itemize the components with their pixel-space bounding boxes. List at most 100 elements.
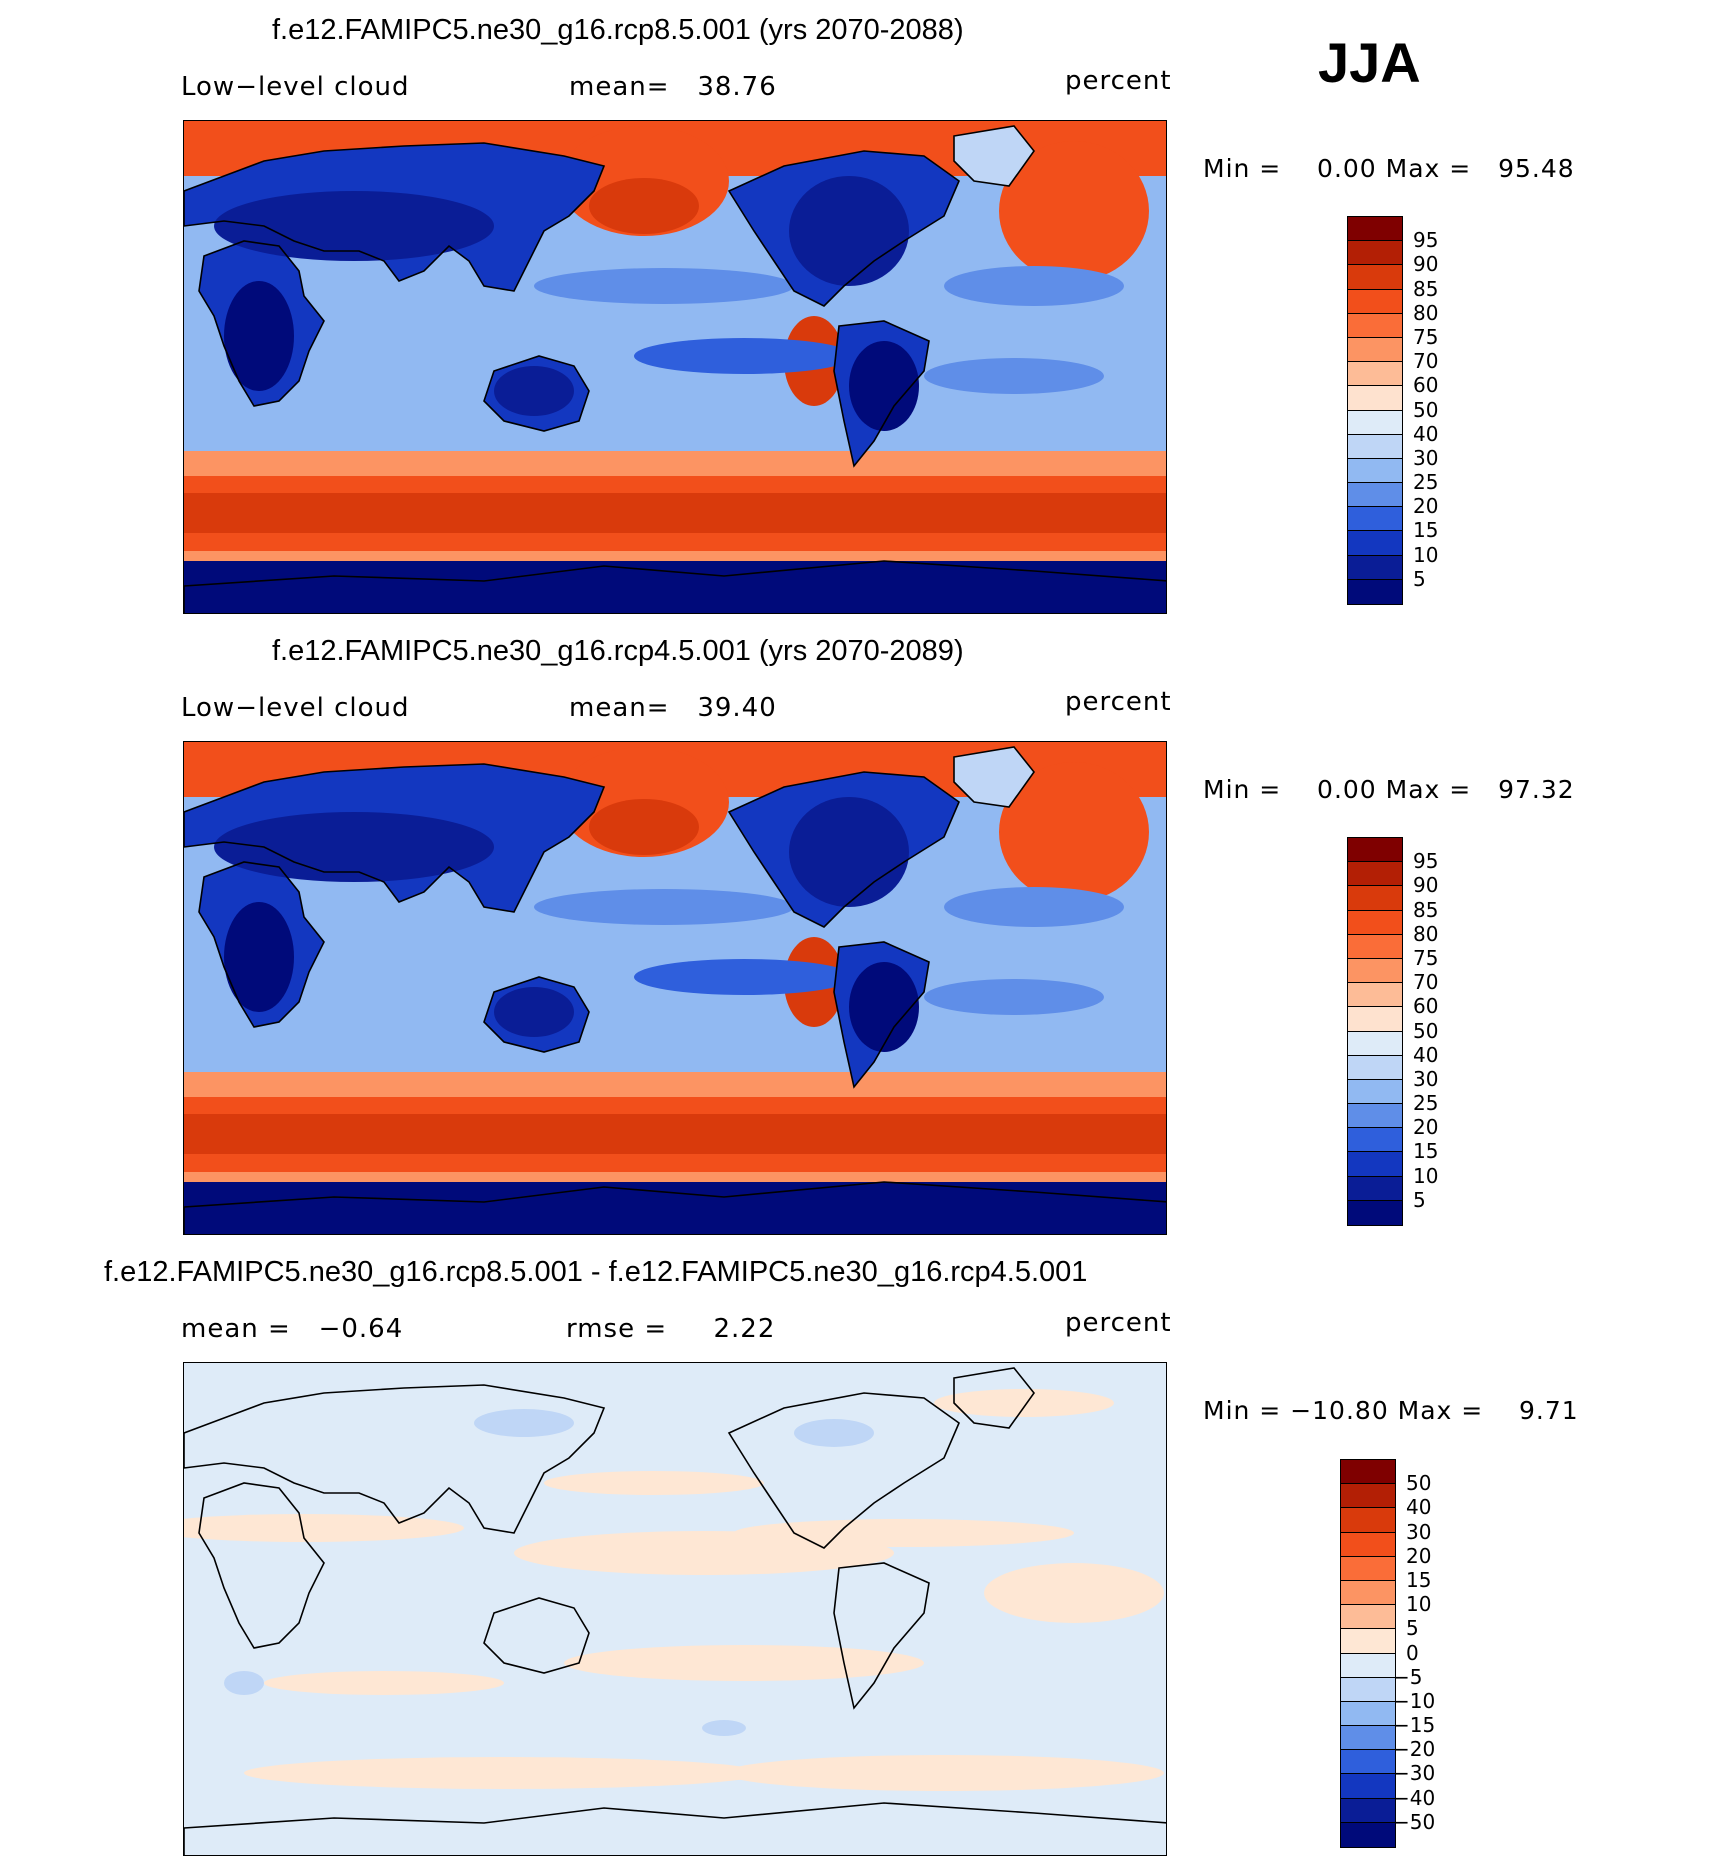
colorbar-cell [1348,862,1402,887]
mean-label: mean= 38.76 [569,72,777,102]
map-plot [183,741,1167,1235]
colorbar-tick-label: 60 [1413,994,1439,1019]
mean-label: mean= 39.40 [569,693,777,723]
colorbar-cell [1348,507,1402,532]
colorbar-tick-label: 30 [1413,1066,1439,1091]
colorbar-cell [1341,1629,1395,1654]
colorbar-cell [1348,386,1402,411]
min-max-label: Min = 0.00 Max = 97.32 [1203,775,1575,804]
colorbar-cell [1341,1750,1395,1775]
variable-label: Low−level cloud [181,693,410,723]
colorbar-cell [1341,1653,1395,1678]
colorbar-tick-label: 5 [1413,1187,1426,1212]
colorbar-tick-label: 10 [1413,1163,1439,1188]
colorbar-cell [1341,1798,1395,1823]
colorbar-cell [1341,1580,1395,1606]
mean-label: mean = −0.64 [181,1314,404,1344]
colorbar-cell [1348,1152,1402,1177]
colorbar-tick-label: 60 [1413,373,1439,398]
units-label: percent [1065,687,1172,717]
colorbar-cell [1348,555,1402,580]
colorbar-cell [1348,579,1402,604]
colorbar-tick-label: 50 [1413,397,1439,422]
colorbar-tick-label: 30 [1406,1519,1432,1544]
colorbar-tick-label: 15 [1406,1567,1432,1592]
map-plot [183,120,1167,614]
world-map [184,1363,1166,1855]
colorbar-cell [1348,910,1402,935]
colorbar-tick-label: 85 [1413,276,1439,301]
colorbar-cell [1348,531,1402,556]
colorbar-tick-label: 95 [1413,228,1439,253]
rmse-label: rmse = 2.22 [566,1314,776,1344]
colorbar-tick-label: 5 [1406,1616,1419,1641]
colorbar-cell [1341,1556,1395,1581]
colorbar-cell [1348,1055,1402,1080]
panel-title: f.e12.FAMIPC5.ne30_g16.rcp8.5.001 (yrs 2… [272,14,964,46]
colorbar-cell [1348,1200,1402,1225]
colorbar-cell [1341,1532,1395,1557]
colorbar-cell [1348,337,1402,363]
colorbar-cell [1348,241,1402,266]
colorbar-cell [1348,1079,1402,1105]
colorbar-tick-label: 70 [1413,970,1439,995]
colorbar-cell [1348,289,1402,314]
units-label: percent [1065,1308,1172,1338]
colorbar-tick-label: −50 [1393,1809,1436,1834]
colorbar-tick-label: −5 [1393,1664,1423,1689]
colorbar-tick-label: −15 [1393,1713,1436,1738]
colorbar-tick-label: 20 [1413,1115,1439,1140]
colorbar-cell [1348,838,1402,863]
colorbar-cell [1341,1701,1395,1727]
colorbar-cell [1348,934,1402,959]
colorbar-tick-label: 95 [1413,849,1439,874]
colorbar [1347,216,1403,605]
colorbar-tick-label: 15 [1413,1139,1439,1164]
colorbar-tick-label: 40 [1413,1042,1439,1067]
colorbar-cell [1341,1508,1395,1533]
panel-title: f.e12.FAMIPC5.ne30_g16.rcp8.5.001 - f.e1… [104,1256,1088,1288]
colorbar-cell [1341,1774,1395,1799]
colorbar-cell [1341,1822,1395,1847]
colorbar-tick-label: 50 [1406,1471,1432,1496]
min-max-label: Min = 0.00 Max = 95.48 [1203,154,1575,183]
colorbar-cell [1348,1128,1402,1153]
colorbar-cell [1348,313,1402,338]
colorbar-cell [1348,958,1402,984]
colorbar-tick-label: −40 [1393,1785,1436,1810]
colorbar-cell [1348,886,1402,911]
world-map [184,742,1166,1234]
colorbar-tick-label: 80 [1413,921,1439,946]
colorbar-tick-label: 90 [1413,873,1439,898]
panel-title: f.e12.FAMIPC5.ne30_g16.rcp4.5.001 (yrs 2… [272,635,964,667]
colorbar-tick-label: 75 [1413,324,1439,349]
colorbar-cell [1348,410,1402,435]
colorbar-tick-label: 40 [1406,1495,1432,1520]
variable-label: Low−level cloud [181,72,410,102]
colorbar-tick-label: 25 [1413,470,1439,495]
colorbar [1340,1459,1396,1848]
colorbar-tick-label: 10 [1413,542,1439,567]
colorbar-cell [1348,458,1402,484]
colorbar-tick-label: 75 [1413,945,1439,970]
colorbar-cell [1348,1104,1402,1129]
colorbar-tick-label: 20 [1413,494,1439,519]
season-label: JJA [1318,31,1421,94]
colorbar-tick-label: −10 [1393,1688,1436,1713]
colorbar-cell [1348,483,1402,508]
colorbar-cell [1348,1031,1402,1056]
colorbar-tick-label: 90 [1413,252,1439,277]
colorbar-tick-label: 15 [1413,518,1439,543]
colorbar-tick-label: 50 [1413,1018,1439,1043]
colorbar-tick-label: 30 [1413,445,1439,470]
min-max-label: Min = −10.80 Max = 9.71 [1203,1396,1579,1425]
colorbar-tick-label: 20 [1406,1543,1432,1568]
colorbar-cell [1348,265,1402,290]
colorbar-cell [1348,362,1402,387]
world-map [184,121,1166,613]
colorbar-cell [1341,1484,1395,1509]
colorbar-tick-label: 10 [1406,1592,1432,1617]
colorbar-cell [1341,1460,1395,1485]
colorbar-cell [1341,1726,1395,1751]
colorbar-tick-label: 80 [1413,300,1439,325]
